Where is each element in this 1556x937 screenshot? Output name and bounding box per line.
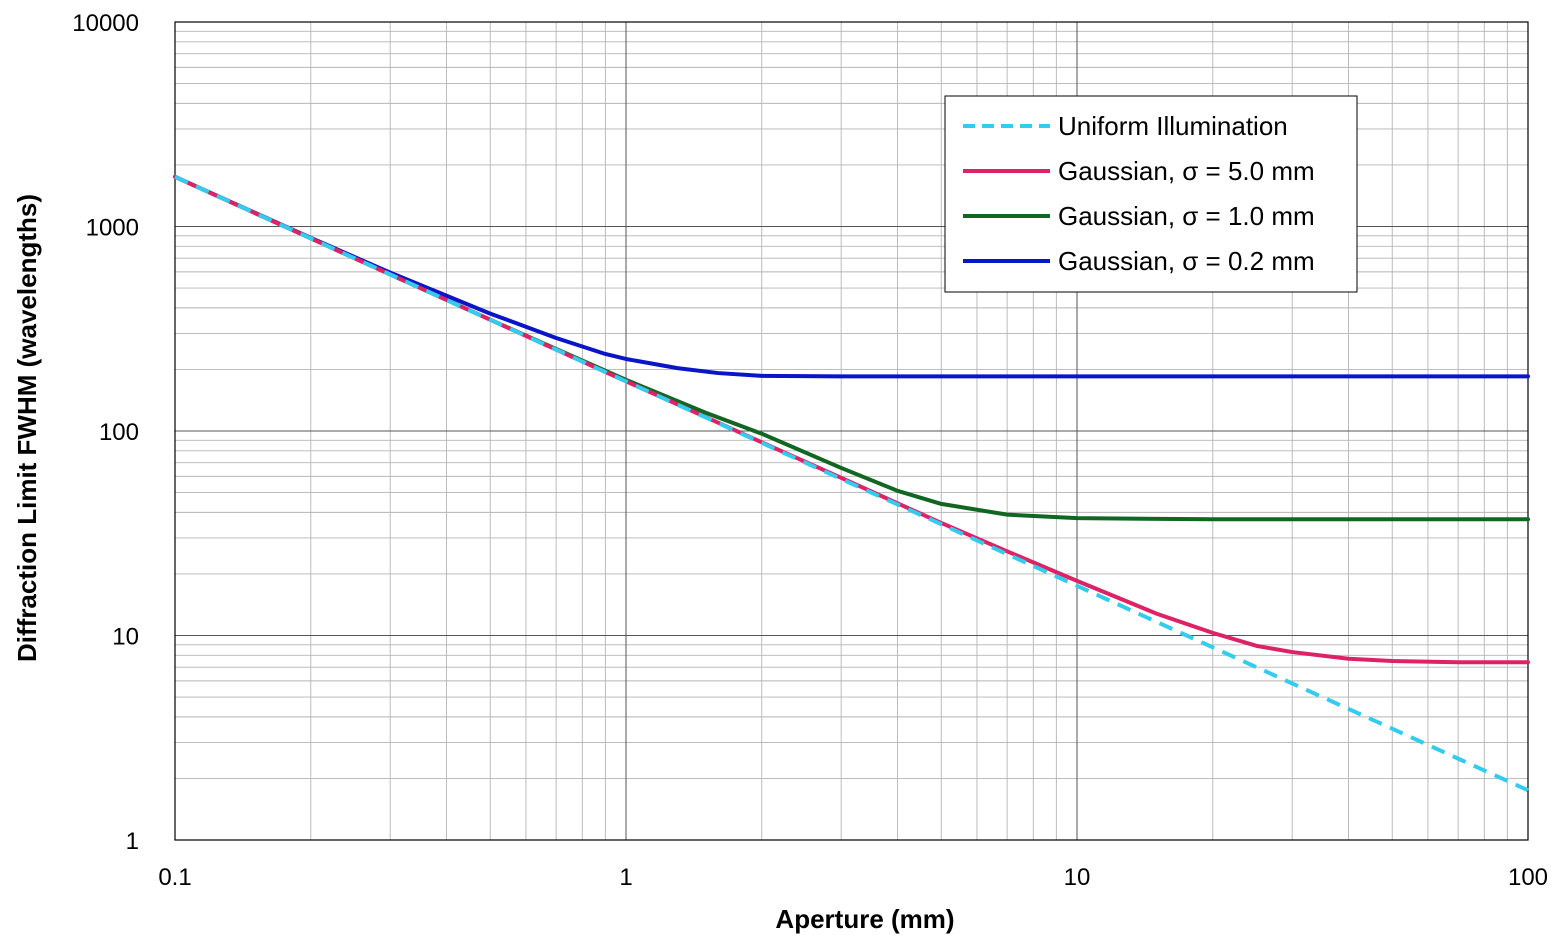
series-line-3 bbox=[173, 174, 1530, 379]
series-layer bbox=[173, 174, 1530, 793]
legend-label-1: Gaussian, σ = 5.0 mm bbox=[1058, 156, 1315, 186]
legend: Uniform Illumination Gaussian, σ = 5.0 mm… bbox=[944, 95, 1358, 293]
y-axis-label: Diffraction Limit FWHM (wavelengths) bbox=[12, 194, 42, 662]
legend-label-3: Gaussian, σ = 0.2 mm bbox=[1058, 246, 1315, 276]
y-tick-label: 10000 bbox=[72, 10, 139, 37]
y-tick-label: 100 bbox=[99, 419, 139, 446]
legend-label-2: Gaussian, σ = 1.0 mm bbox=[1058, 201, 1315, 231]
plot-frame bbox=[174, 21, 1529, 841]
y-tick-label: 1 bbox=[126, 828, 139, 855]
x-axis-label: Aperture (mm) bbox=[775, 904, 954, 934]
y-tick-label: 10 bbox=[112, 624, 139, 651]
x-tick-labels: 0.1 1 10 100 bbox=[158, 864, 1548, 891]
x-tick-label: 100 bbox=[1508, 864, 1548, 891]
y-tick-labels: 1 10 100 1000 10000 bbox=[72, 10, 139, 855]
series-line-0 bbox=[174, 174, 1529, 793]
y-tick-label: 1000 bbox=[86, 215, 139, 242]
x-tick-label: 10 bbox=[1064, 864, 1091, 891]
legend-label-0: Uniform Illumination bbox=[1058, 111, 1288, 141]
legend-items: Uniform Illumination Gaussian, σ = 5.0 mm… bbox=[963, 111, 1315, 276]
x-tick-label: 0.1 bbox=[158, 864, 191, 891]
x-tick-label: 1 bbox=[619, 864, 632, 891]
